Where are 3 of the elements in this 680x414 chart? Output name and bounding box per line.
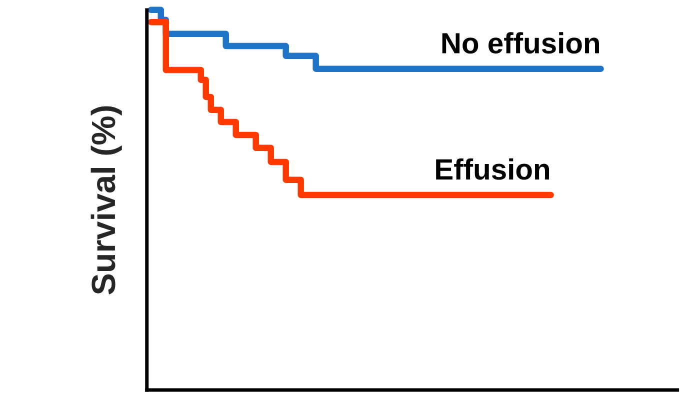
series-label: No effusion [442, 32, 599, 54]
series-label: Effusion [436, 158, 550, 180]
y-axis-title: Survival (%) [90, 106, 122, 294]
